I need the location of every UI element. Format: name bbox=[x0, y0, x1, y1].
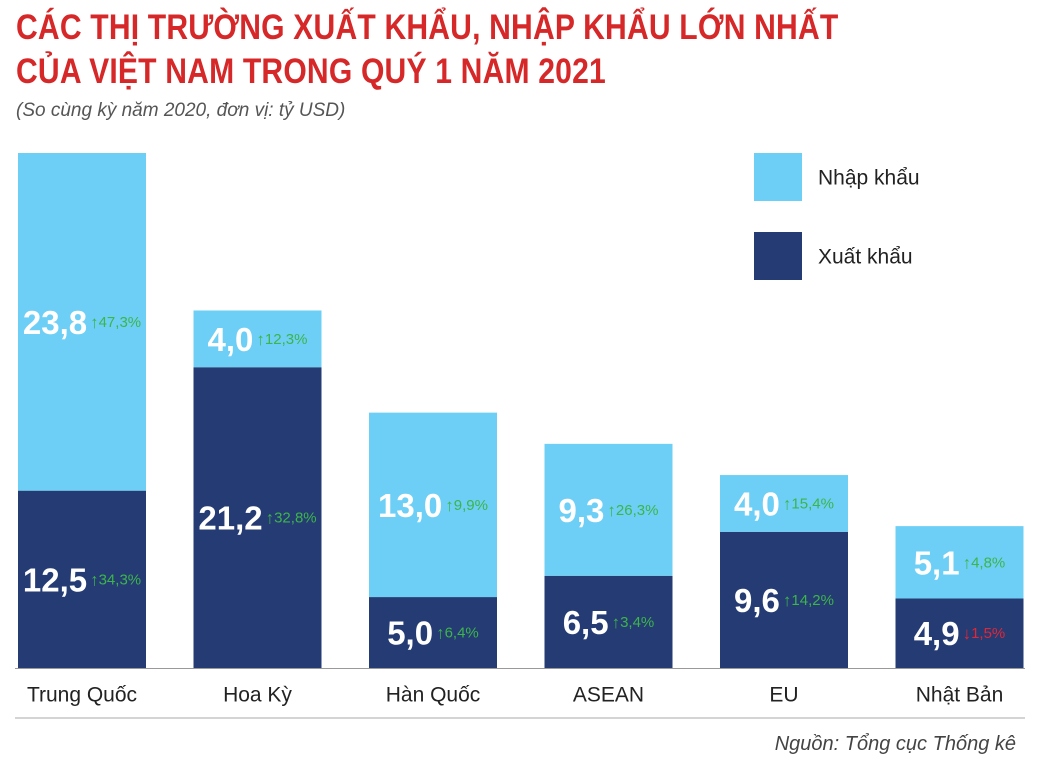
bar-3-export bbox=[369, 597, 497, 668]
bar-6-export-label: 4,9 ↓1,5% bbox=[914, 615, 1006, 652]
x-tick-label: Hoa Kỳ bbox=[223, 684, 292, 707]
chart-title-line-2: CỦA VIỆT NAM TRONG QUÝ 1 NĂM 2021 bbox=[16, 52, 606, 91]
bar-4-export bbox=[544, 575, 673, 668]
bar-6-import bbox=[895, 526, 1024, 599]
legend-label-1: Nhập khẩu bbox=[818, 167, 920, 190]
x-tick-label: Nhật Bản bbox=[916, 684, 1004, 707]
bar-2-export-label: 21,2 ↑32,8% bbox=[198, 499, 316, 536]
bar-4-import bbox=[544, 443, 673, 576]
source-note: Nguồn: Tổng cục Thống kê bbox=[774, 733, 1016, 755]
bar-3-export-label: 5,0 ↑6,4% bbox=[387, 614, 479, 651]
x-tick-label: Hàn Quốc bbox=[386, 684, 481, 707]
bar-1-import-label: 23,8 ↑47,3% bbox=[23, 303, 141, 340]
x-tick-label: ASEAN bbox=[573, 684, 644, 707]
bar-6-export bbox=[895, 598, 1024, 668]
bar-5-export bbox=[720, 531, 848, 668]
bar-3-import-label: 13,0 ↑9,9% bbox=[378, 486, 488, 523]
bar-3-import bbox=[369, 412, 497, 598]
legend-swatch-1 bbox=[754, 153, 802, 201]
bar-1-export bbox=[18, 490, 146, 668]
legend-label-2: Xuất khẩu bbox=[818, 246, 913, 269]
legend-swatch-2 bbox=[754, 232, 802, 280]
x-tick-label: Trung Quốc bbox=[27, 684, 137, 707]
bar-2-import bbox=[193, 310, 322, 368]
bar-1-import bbox=[18, 153, 146, 491]
bar-4-export-label: 6,5 ↑3,4% bbox=[563, 603, 655, 640]
bar-5-import bbox=[720, 475, 848, 532]
bar-2-export bbox=[193, 367, 322, 668]
bar-6-import-label: 5,1 ↑4,8% bbox=[914, 544, 1006, 581]
bar-5-export-label: 9,6 ↑14,2% bbox=[734, 581, 834, 618]
chart-title-line-1: CÁC THỊ TRƯỜNG XUẤT KHẨU, NHẬP KHẨU LỚN … bbox=[16, 8, 839, 47]
bar-5-import-label: 4,0 ↑15,4% bbox=[734, 485, 834, 522]
chart-subtitle: (So cùng kỳ năm 2020, đơn vị: tỷ USD) bbox=[16, 100, 346, 121]
bar-2-import-label: 4,0 ↑12,3% bbox=[208, 320, 308, 357]
x-tick-label: EU bbox=[769, 684, 798, 707]
bar-4-import-label: 9,3 ↑26,3% bbox=[559, 491, 659, 528]
bar-1-export-label: 12,5 ↑34,3% bbox=[23, 561, 141, 598]
